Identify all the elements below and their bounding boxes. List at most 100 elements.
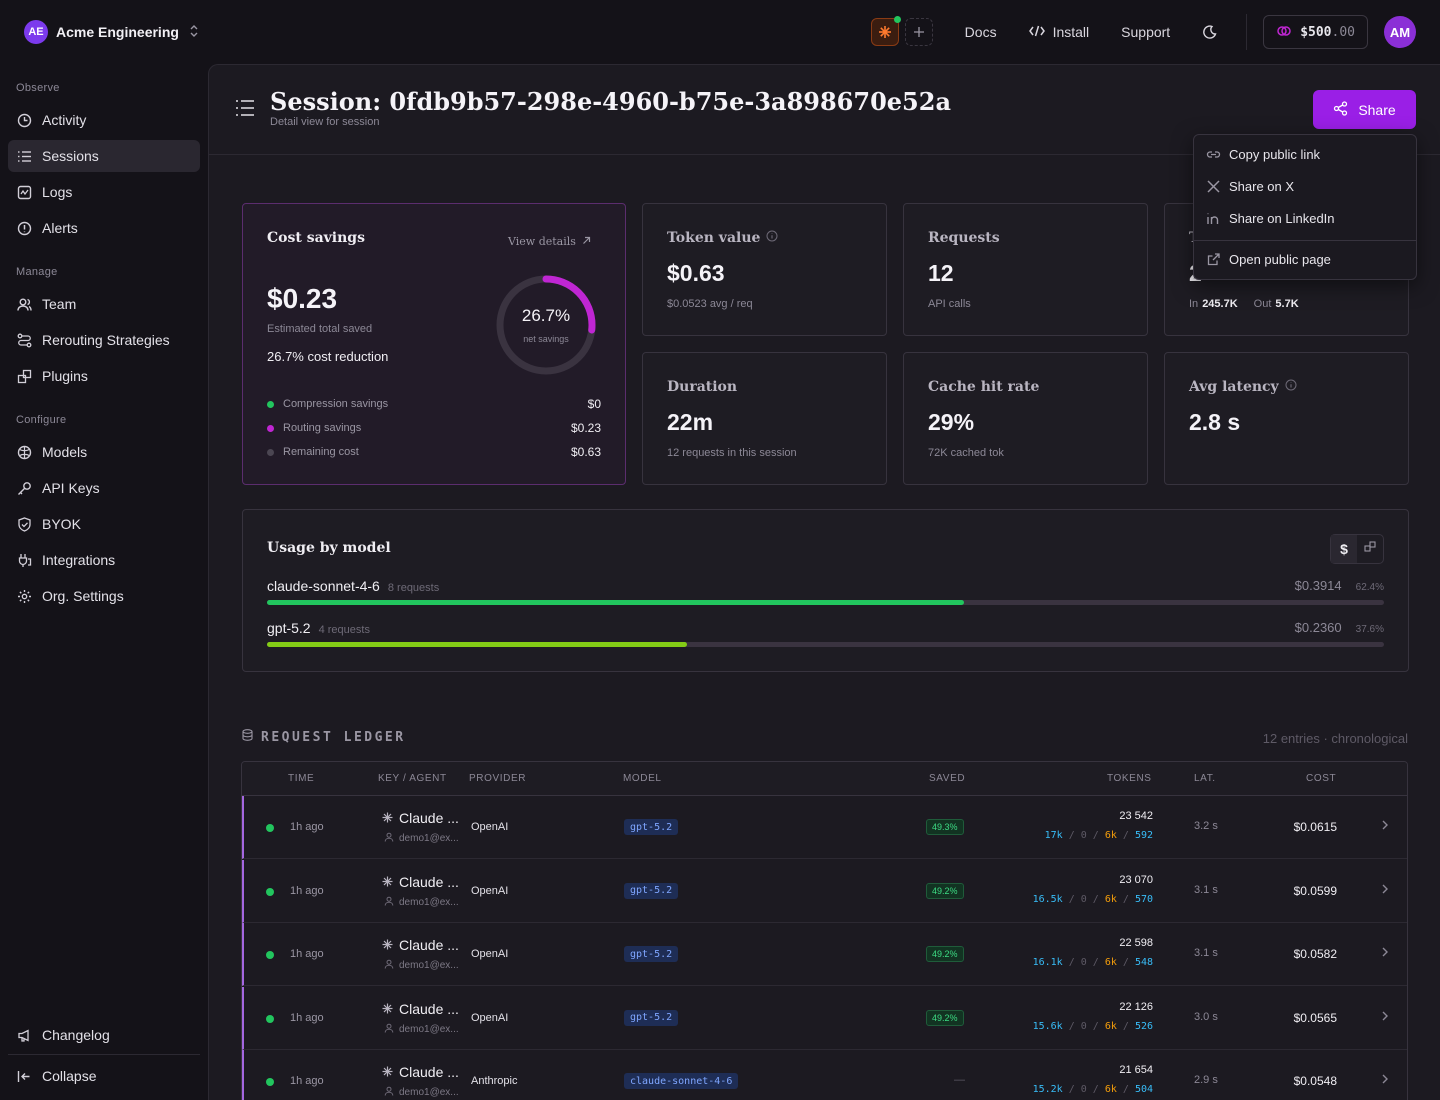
sidebar-item-plugins[interactable]: Plugins <box>8 360 200 392</box>
ledger-meta: 12 entries · chronological <box>1262 731 1408 746</box>
chevron-right-icon[interactable] <box>1381 882 1389 900</box>
sidebar-item-team[interactable]: Team <box>8 288 200 320</box>
usage-row-1-cost: $0.3914 62.4% <box>1295 578 1384 593</box>
cost-savings-card: Cost savings View details $0.23 Estimate… <box>242 203 626 485</box>
col-latency: LAT. <box>1194 773 1216 784</box>
stat-sub: In 245.7K Out 5.7K <box>1189 298 1299 310</box>
row-cost: $0.0599 <box>1293 883 1337 898</box>
col-cost: COST <box>1306 773 1337 784</box>
list-icon <box>17 149 32 164</box>
code-icon <box>1028 24 1045 41</box>
row-latency: 3.1 s <box>1194 883 1218 896</box>
tokens-output: 592 <box>1134 830 1153 841</box>
chevron-right-icon[interactable] <box>1381 1072 1389 1090</box>
section-configure: Configure <box>16 414 67 426</box>
table-row[interactable]: 1h ago Claude ... demo1@ex... OpenAI gpt-5.2… <box>242 859 1407 923</box>
col-saved: SAVED <box>929 773 966 784</box>
sidebar-item-byok[interactable]: BYOK <box>8 508 200 540</box>
theme-toggle-icon[interactable] <box>1202 24 1218 40</box>
row-user: demo1@ex... <box>384 896 459 909</box>
changelog-link[interactable]: Changelog <box>8 1019 200 1051</box>
table-row[interactable]: 1h ago Claude ... demo1@ex... OpenAI gpt-5.2… <box>242 986 1407 1050</box>
user-avatar[interactable]: AM <box>1384 16 1416 48</box>
list-icon[interactable] <box>235 99 255 122</box>
stat-title: Token value <box>667 230 778 246</box>
dollar-view-button[interactable]: $ <box>1331 535 1357 563</box>
claude-icon <box>382 1001 393 1017</box>
sidebar-item-label: Team <box>42 296 77 312</box>
menu-item-share-linkedin[interactable]: Share on LinkedIn <box>1206 211 1335 226</box>
menu-item-share-x[interactable]: Share on X <box>1206 179 1294 194</box>
legend-value: $0 <box>587 397 601 411</box>
chevron-right-icon[interactable] <box>1381 818 1389 836</box>
info-icon[interactable] <box>766 230 778 246</box>
stat-value: 22m <box>667 409 714 435</box>
share-button[interactable]: Share <box>1313 90 1416 129</box>
sidebar-item-label: Sessions <box>42 148 99 164</box>
table-row[interactable]: 1h ago Claude ... demo1@ex... Anthropic clau… <box>242 1050 1407 1100</box>
collapse-button[interactable]: Collapse <box>8 1060 200 1092</box>
saved-badge: 49.2% <box>926 946 964 962</box>
model-cost: $0.3914 <box>1294 578 1342 593</box>
chevron-right-icon[interactable] <box>1381 1009 1389 1027</box>
credit-balance[interactable]: $500.00 <box>1263 15 1368 49</box>
row-agent: Claude ... <box>382 874 459 890</box>
menu-item-copy-link[interactable]: Copy public link <box>1206 147 1320 162</box>
install-link[interactable]: Install <box>1028 24 1089 41</box>
sidebar-item-label: Plugins <box>42 368 88 384</box>
collapse-icon <box>17 1069 32 1084</box>
menu-item-label: Copy public link <box>1229 147 1321 162</box>
sidebar-item-label: Org. Settings <box>42 588 124 604</box>
status-dot <box>266 951 274 959</box>
sidebar-item-org-settings[interactable]: Org. Settings <box>8 580 200 612</box>
sidebar-item-alerts[interactable]: Alerts <box>8 212 200 244</box>
view-details-link[interactable]: View details <box>508 235 591 248</box>
model-badge: gpt-5.2 <box>624 882 679 899</box>
claude-icon <box>382 937 393 953</box>
user-email: demo1@ex... <box>399 896 459 908</box>
table-row[interactable]: 1h ago Claude ... demo1@ex... OpenAI gpt-5.2… <box>242 923 1407 986</box>
sidebar-item-api-keys[interactable]: API Keys <box>8 472 200 504</box>
info-icon[interactable] <box>1285 379 1297 395</box>
sidebar-item-logs[interactable]: Logs <box>8 176 200 208</box>
row-user: demo1@ex... <box>384 1086 459 1099</box>
sidebar-item-integrations[interactable]: Integrations <box>8 544 200 576</box>
legend-value: $0.23 <box>570 421 601 435</box>
sidebar-item-activity[interactable]: Activity <box>8 104 200 136</box>
agent-name: Claude ... <box>399 1000 459 1017</box>
tokens-cache-write: 0 <box>1080 1084 1087 1095</box>
plugins-icon <box>17 369 32 384</box>
section-observe: Observe <box>16 82 60 94</box>
extension-icon[interactable] <box>870 16 901 46</box>
org-switcher[interactable]: AE Acme Engineering <box>24 20 199 44</box>
sidebar-item-rerouting[interactable]: Rerouting Strategies <box>8 324 200 356</box>
table-row[interactable]: 1h ago Claude ... demo1@ex... OpenAI gpt-5.2… <box>242 796 1407 859</box>
sidebar-item-label: Activity <box>42 112 87 128</box>
row-cost: $0.0582 <box>1293 947 1337 961</box>
docs-link[interactable]: Docs <box>964 24 997 40</box>
sidebar-item-label: Logs <box>42 184 73 200</box>
row-tokens-total: 22 126 <box>1119 1000 1153 1013</box>
in-value: 245.7K <box>1202 298 1238 310</box>
token-view-button[interactable] <box>1357 535 1383 563</box>
agent-name: Claude ... <box>399 873 459 890</box>
stat-cache-hit-rate: Cache hit rate 29% 72K cached tok <box>903 352 1148 485</box>
tokens-cache-read: 6k <box>1104 1020 1117 1032</box>
chevron-right-icon[interactable] <box>1381 945 1389 963</box>
model-name: gpt-5.2 <box>267 620 311 636</box>
tokens-cache-write: 0 <box>1080 893 1087 905</box>
sidebar-item-sessions[interactable]: Sessions <box>8 140 200 172</box>
reroute-icon <box>17 333 32 348</box>
user-email: demo1@ex... <box>399 833 459 844</box>
user-icon <box>384 1023 394 1036</box>
sidebar-item-models[interactable]: Models <box>8 436 200 468</box>
row-agent: Claude ... <box>382 810 459 826</box>
row-time: 1h ago <box>290 1075 324 1087</box>
add-extension-button[interactable] <box>904 18 933 46</box>
agent-name: Claude ... <box>399 937 459 953</box>
menu-item-open-public-page[interactable]: Open public page <box>1206 252 1331 267</box>
online-dot <box>893 16 901 23</box>
row-latency: 2.9 s <box>1194 1074 1218 1086</box>
stat-requests: Requests 12 API calls <box>903 203 1148 336</box>
support-link[interactable]: Support <box>1121 24 1171 40</box>
